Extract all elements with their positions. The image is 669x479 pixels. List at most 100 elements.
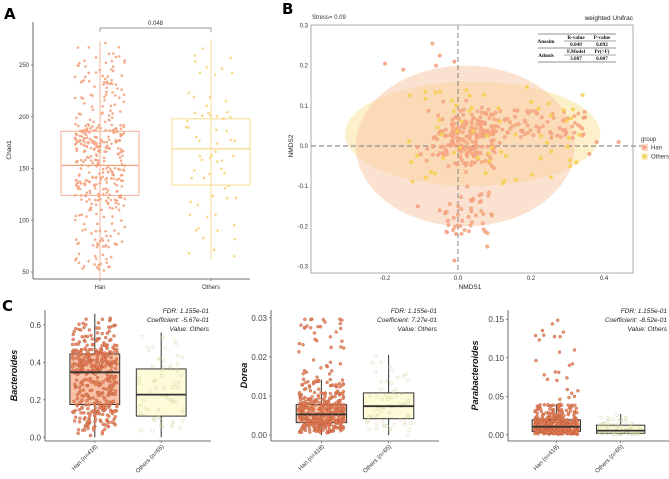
- data-point: [572, 348, 577, 352]
- data-point: [81, 80, 84, 83]
- data-point: [299, 427, 303, 431]
- data-point: [307, 427, 312, 432]
- data-point-others: [423, 89, 428, 94]
- data-point: [103, 365, 107, 369]
- data-point: [383, 423, 387, 428]
- data-point: [101, 412, 105, 417]
- data-point-others: [539, 133, 544, 138]
- data-point-others: [565, 144, 570, 149]
- data-point-han: [461, 107, 466, 112]
- y-tick-label: 0.05: [488, 392, 504, 401]
- data-point-han: [462, 227, 467, 232]
- data-point: [106, 189, 110, 192]
- data-point: [369, 414, 374, 418]
- data-point: [108, 402, 112, 406]
- data-point: [90, 342, 95, 347]
- data-point: [631, 432, 635, 436]
- data-point: [84, 228, 87, 231]
- panel-c-dorea: 0.00 0.01 0.02 0.03 Dorea FDR: 1.155e-01 Coeff…: [239, 308, 439, 475]
- data-point: [86, 407, 90, 411]
- data-point: [308, 430, 312, 434]
- data-point-others: [503, 153, 508, 158]
- data-point: [180, 419, 185, 423]
- data-point: [118, 156, 122, 159]
- data-point: [313, 337, 317, 342]
- data-point: [75, 363, 79, 367]
- data-point: [554, 413, 559, 418]
- data-point-han: [479, 160, 484, 165]
- data-point: [101, 171, 105, 174]
- table-header: Pr(>F): [594, 48, 609, 55]
- data-point: [549, 404, 554, 408]
- panel-c-bacteroides: 0.0 0.2 0.4 0.6 Bacteroides FDR: 1.155e-01 Coe…: [9, 308, 211, 475]
- data-point-han: [480, 134, 485, 139]
- data-point-han: [486, 193, 491, 198]
- data-point: [305, 324, 309, 328]
- data-point: [533, 418, 538, 422]
- data-point: [110, 82, 114, 86]
- data-point: [299, 323, 303, 327]
- data-point: [304, 370, 309, 375]
- data-point: [194, 135, 198, 139]
- data-point: [338, 362, 343, 366]
- table-value: 0.092: [596, 42, 608, 48]
- data-point-others: [545, 140, 550, 145]
- data-point: [314, 425, 319, 430]
- data-point: [615, 432, 620, 436]
- data-point-han: [507, 120, 512, 125]
- data-point: [198, 71, 202, 75]
- data-point: [94, 183, 98, 186]
- data-point: [540, 414, 544, 418]
- data-point: [297, 430, 302, 434]
- data-point: [79, 382, 83, 386]
- data-point: [92, 410, 96, 415]
- data-point: [200, 158, 204, 162]
- data-point: [74, 258, 77, 262]
- data-point: [85, 384, 89, 388]
- data-point: [104, 244, 108, 247]
- data-point: [111, 65, 115, 68]
- data-point: [96, 243, 100, 247]
- data-point: [552, 431, 557, 435]
- data-point-others: [449, 98, 454, 103]
- data-point: [202, 236, 205, 240]
- data-point: [84, 179, 87, 182]
- data-point: [84, 322, 88, 327]
- data-point-han: [478, 115, 483, 120]
- data-point: [391, 389, 396, 394]
- data-point: [111, 324, 115, 328]
- y-tick-label: 0.1: [300, 104, 309, 110]
- data-point: [310, 399, 314, 403]
- data-point: [101, 167, 105, 171]
- data-point-han: [482, 121, 487, 126]
- data-point: [117, 232, 120, 235]
- data-point: [83, 334, 88, 339]
- plot-border: [310, 24, 634, 274]
- stress-annotation: Stress= 0.09: [312, 15, 347, 21]
- data-point: [113, 166, 117, 170]
- data-point: [222, 117, 225, 120]
- data-point: [119, 127, 123, 131]
- data-point: [105, 261, 109, 265]
- data-point-others: [568, 164, 573, 169]
- data-point: [556, 370, 561, 375]
- data-point: [78, 389, 83, 393]
- data-point: [101, 253, 105, 257]
- data-point: [336, 391, 340, 396]
- data-point: [303, 317, 307, 322]
- data-point: [99, 126, 102, 130]
- data-point: [382, 424, 386, 429]
- data-point: [341, 346, 346, 350]
- data-point: [82, 417, 87, 421]
- data-point: [92, 402, 97, 406]
- data-point: [87, 356, 92, 360]
- data-point: [176, 381, 181, 385]
- data-point: [106, 144, 109, 148]
- data-point: [102, 156, 106, 160]
- data-point: [91, 161, 95, 165]
- data-point: [329, 395, 334, 400]
- data-point: [94, 158, 98, 162]
- x-tick-label: 0.0: [454, 276, 463, 282]
- data-point: [138, 403, 143, 408]
- data-point: [78, 365, 82, 369]
